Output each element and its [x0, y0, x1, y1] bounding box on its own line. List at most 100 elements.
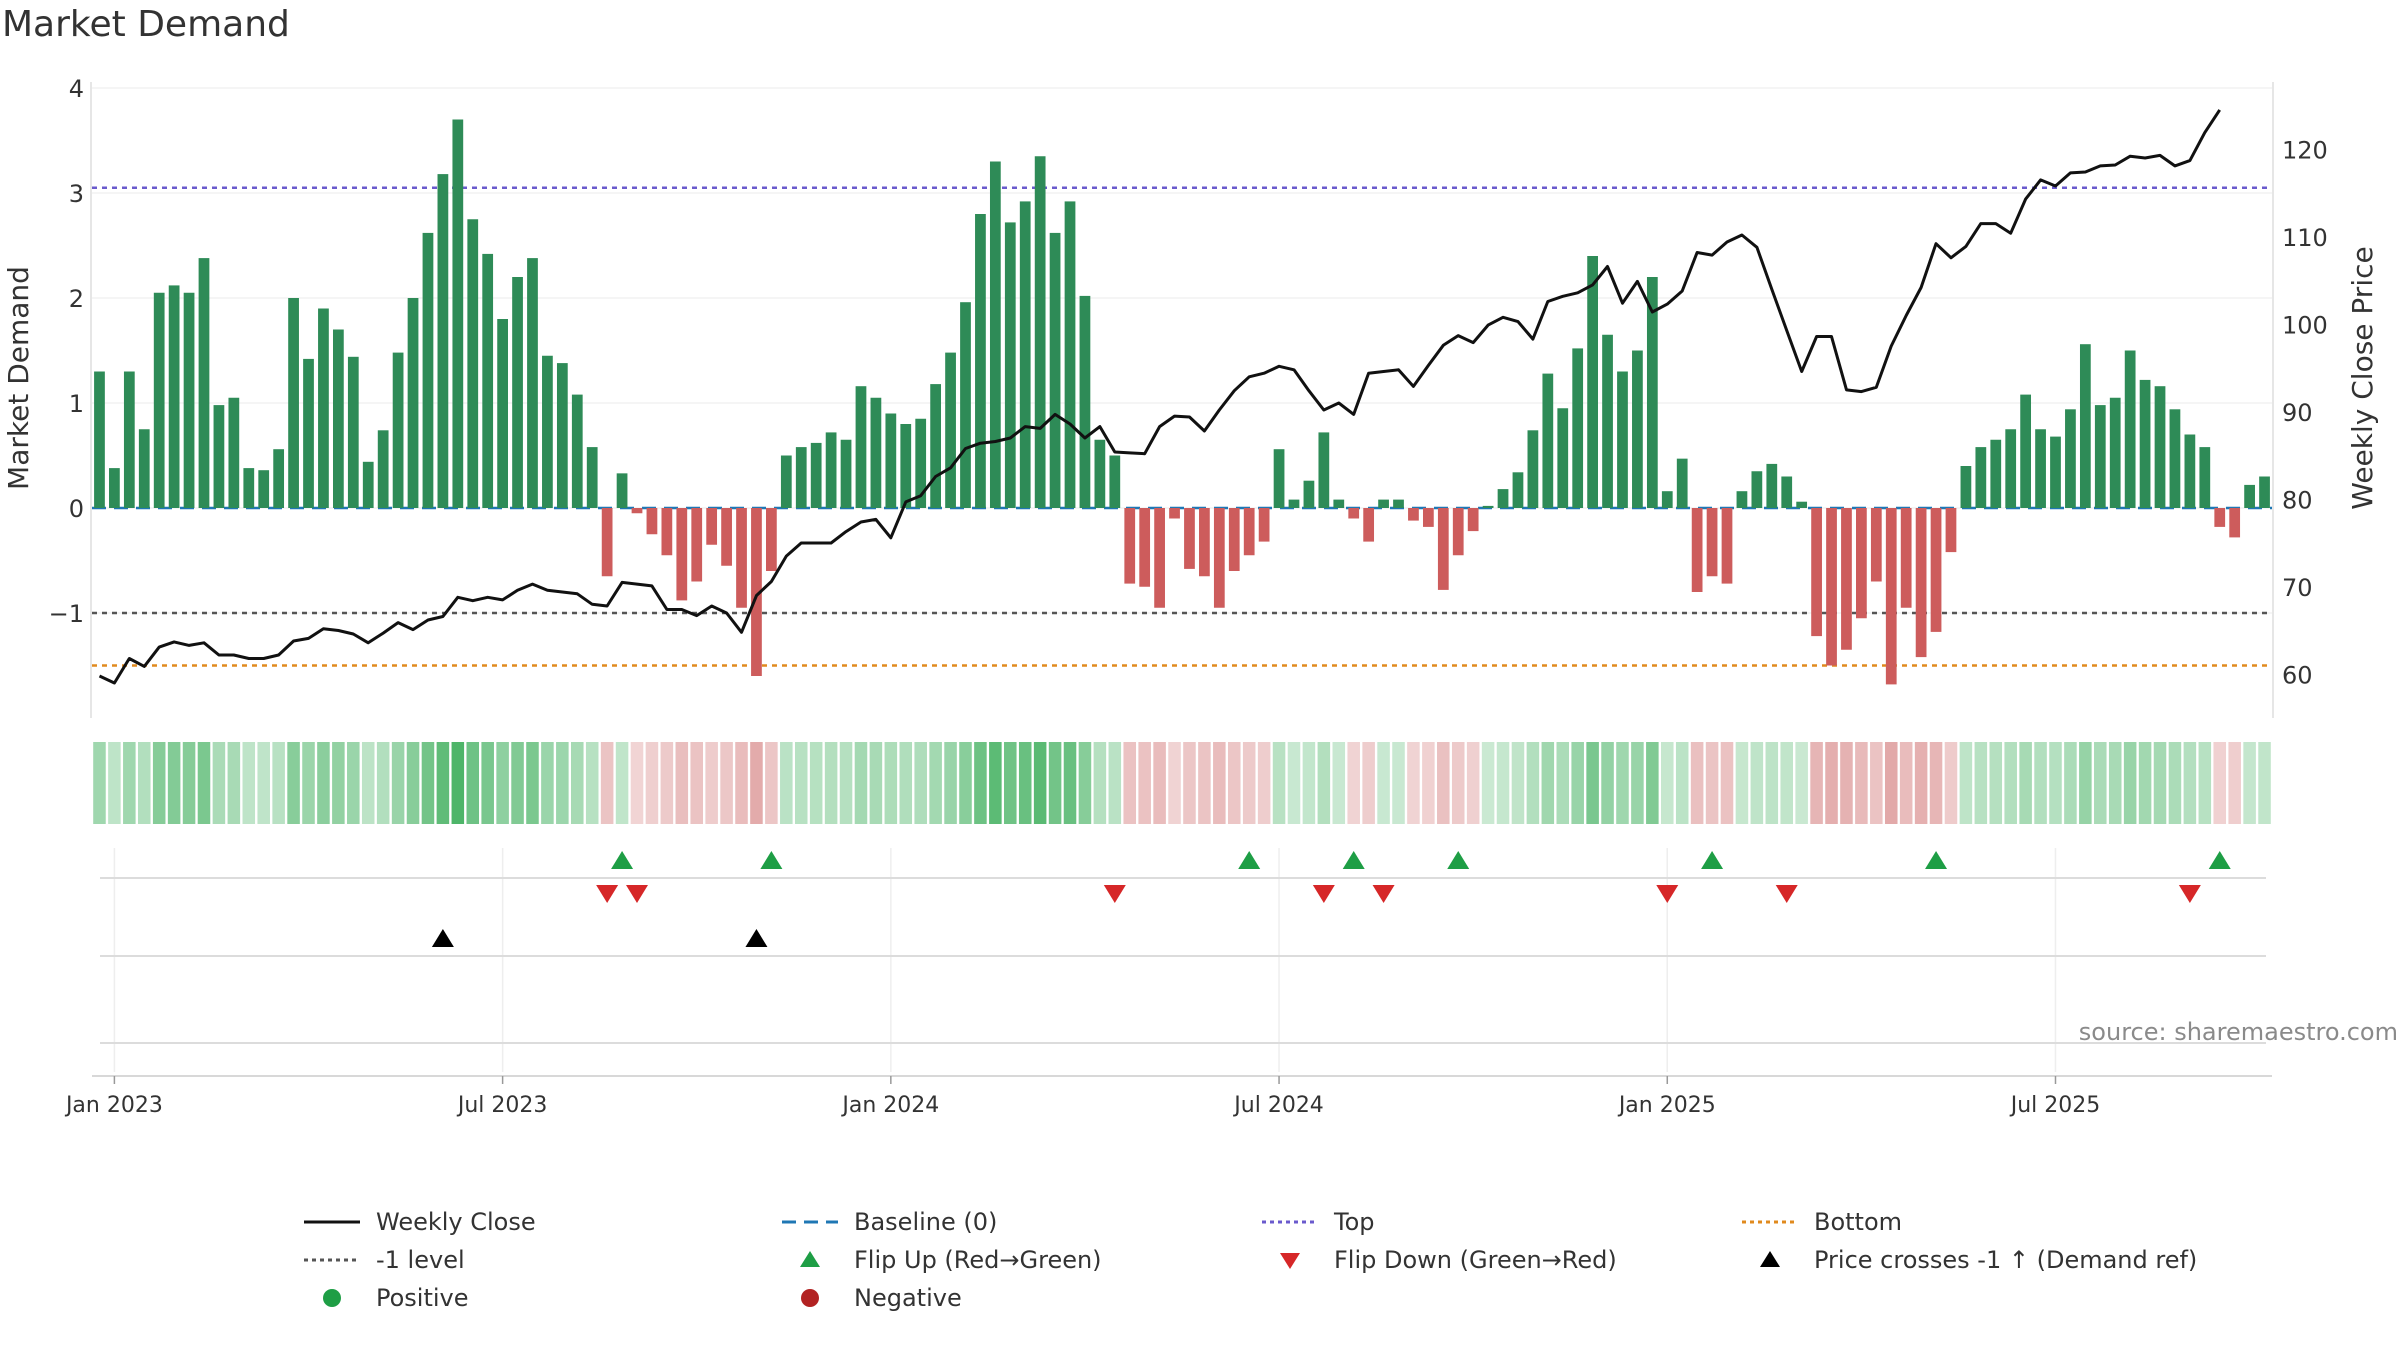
demand-bar: [1452, 508, 1464, 556]
demand-bars: [94, 119, 2270, 685]
heat-cell: [660, 742, 674, 824]
flip-down-marker: [1775, 885, 1798, 903]
demand-bar: [1079, 295, 1091, 508]
heat-cell: [556, 742, 569, 824]
heat-cell: [108, 742, 121, 824]
heat-cell: [2123, 742, 2137, 824]
demand-bar: [661, 508, 673, 556]
heat-cell: [1018, 742, 1032, 824]
demand-bar: [1990, 439, 2002, 508]
flip-down-marker: [1103, 885, 1126, 903]
heat-cell: [974, 742, 987, 824]
demand-bar: [1617, 371, 1628, 508]
demand-bar: [2169, 409, 2181, 508]
y-tick-label-right: 120: [2282, 136, 2328, 164]
heat-cell: [2198, 742, 2212, 824]
heat-cell: [1242, 742, 1256, 824]
demand-bar: [2079, 344, 2091, 508]
y-tick-label-left: 0: [69, 495, 84, 523]
demand-bar: [1691, 508, 1703, 592]
flip-up-marker: [2208, 851, 2231, 869]
flip-up-marker: [760, 851, 783, 869]
demand-bar: [1587, 256, 1598, 508]
demand-bar: [94, 371, 105, 508]
demand-bar: [347, 356, 359, 508]
heat-cell: [1123, 742, 1137, 824]
heat-cell: [1093, 742, 1107, 824]
demand-bar: [153, 292, 165, 508]
heat-cell: [1989, 742, 2003, 824]
heat-cell: [1690, 742, 1704, 824]
heat-cell: [1705, 742, 1719, 824]
demand-bar: [616, 473, 628, 508]
demand-bar: [960, 302, 971, 508]
demand-bar: [691, 508, 703, 582]
demand-bar: [1184, 508, 1195, 569]
weekly-close-line: [98, 109, 2221, 685]
heat-cell: [361, 742, 375, 824]
demand-bar: [1960, 466, 1972, 508]
heat-cell: [272, 742, 285, 824]
demand-bar: [795, 447, 807, 508]
heat-cell: [1675, 742, 1689, 824]
demand-bar: [1348, 508, 1360, 519]
demand-bar: [303, 358, 314, 508]
demand-bar: [1004, 222, 1016, 508]
heat-cell: [376, 742, 390, 824]
demand-bar: [123, 371, 135, 508]
demand-bar: [1408, 508, 1419, 521]
demand-bar: [1497, 489, 1509, 508]
heat-cell: [914, 742, 927, 824]
circle-icon: [323, 1289, 341, 1307]
heat-cell: [436, 742, 450, 824]
demand-bar: [676, 508, 688, 601]
demand-bar: [556, 363, 568, 508]
heat-cell: [197, 742, 211, 824]
demand-bar: [1706, 508, 1718, 577]
demand-bar: [1243, 508, 1255, 556]
heat-cell: [944, 742, 957, 824]
legend-item-weekly-close: Weekly Close: [300, 1207, 536, 1237]
demand-bar: [1064, 201, 1076, 508]
heat-cell: [2094, 742, 2107, 824]
heat-cell: [1586, 742, 1599, 824]
y-tick-label-right: 90: [2282, 399, 2313, 427]
demand-bar: [138, 429, 150, 508]
demand-bar: [1930, 508, 1942, 632]
reference-lines: [92, 186, 2272, 667]
flip-up-marker: [1342, 851, 1365, 869]
demand-bar: [1482, 505, 1494, 508]
heat-cell: [2108, 742, 2122, 824]
demand-bar: [2109, 397, 2121, 508]
heat-cell: [765, 742, 778, 824]
demand-bar: [2035, 429, 2046, 508]
heat-cell: [526, 742, 539, 824]
demand-bar: [1467, 508, 1479, 532]
heat-cell: [1526, 742, 1540, 824]
demand-bar: [2154, 386, 2166, 508]
demand-bar: [855, 386, 867, 508]
demand-bar: [467, 219, 479, 508]
heat-cell: [959, 742, 972, 824]
legend-item-top: Top: [1258, 1207, 1375, 1237]
demand-bar: [1422, 508, 1434, 527]
heat-cell: [242, 742, 256, 824]
legend-item-negative: Negative: [778, 1283, 962, 1313]
heat-cell: [1078, 742, 1092, 824]
heat-cell: [794, 742, 808, 824]
legend-item-minus1: -1 level: [300, 1245, 465, 1275]
demand-bar: [2259, 476, 2270, 508]
y-tick-label-right: 80: [2282, 486, 2313, 514]
heat-cell: [481, 742, 494, 824]
heat-cell: [1959, 742, 1973, 824]
dotted-line-icon: [304, 1258, 360, 1262]
heat-cell: [929, 742, 942, 824]
demand-bar: [721, 508, 732, 566]
demand-bar: [885, 413, 897, 508]
source-credit: source: sharemaestro.com: [2078, 1018, 2398, 1046]
demand-bar: [1258, 508, 1270, 542]
heat-cell: [2243, 742, 2256, 824]
demand-bar: [2020, 394, 2032, 508]
heat-cell: [1765, 742, 1779, 824]
demand-bar: [601, 508, 613, 577]
